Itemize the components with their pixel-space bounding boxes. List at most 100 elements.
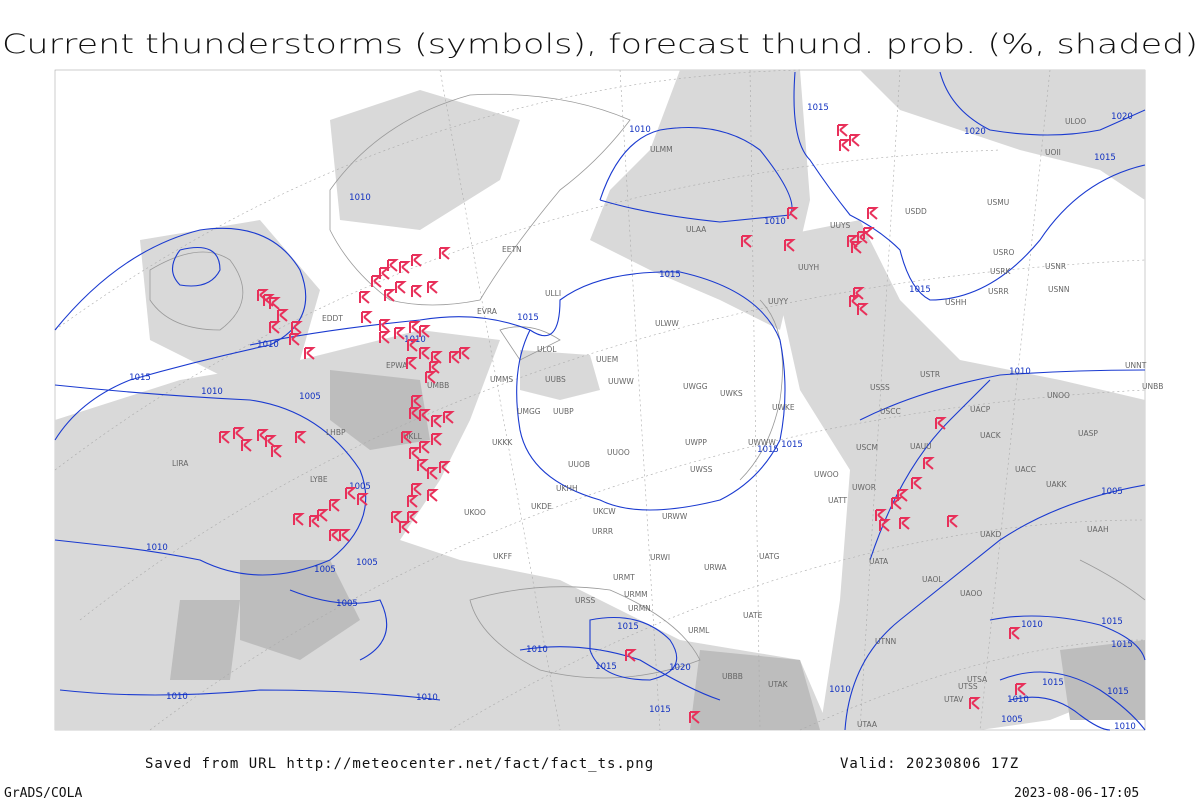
station-code: USCC bbox=[880, 407, 901, 416]
thunderstorm-symbol bbox=[787, 207, 799, 220]
station-code: UACC bbox=[1015, 465, 1036, 474]
station-code: UASP bbox=[1078, 429, 1098, 438]
thunderstorm-symbol bbox=[849, 134, 861, 147]
isobar-label: 1010 bbox=[146, 543, 168, 553]
thunderstorm-symbol bbox=[401, 431, 413, 444]
thunderstorm-symbol bbox=[935, 417, 947, 430]
thunderstorm-symbol bbox=[443, 411, 455, 424]
thunderstorm-symbol bbox=[741, 235, 753, 248]
thunderstorm-symbol bbox=[431, 415, 443, 428]
station-code: URMN bbox=[628, 604, 651, 613]
isobar-label: 1015 bbox=[757, 445, 779, 455]
thunderstorm-symbol bbox=[851, 241, 863, 254]
graticule bbox=[54, 69, 1146, 731]
isobar-label: 1015 bbox=[617, 622, 639, 632]
station-code: UMGG bbox=[517, 407, 541, 416]
isobar-label: 1015 bbox=[781, 440, 803, 450]
station-code: UTAV bbox=[944, 695, 964, 704]
thunderstorm-symbol bbox=[359, 291, 371, 304]
thunderstorm-symbol bbox=[891, 497, 903, 510]
thunderstorm-symbol bbox=[431, 433, 443, 446]
thunderstorm-symbol bbox=[411, 483, 423, 496]
thunderstorm-symbol bbox=[419, 325, 431, 338]
station-code: UAKK bbox=[1046, 480, 1068, 489]
thunderstorm-symbol bbox=[419, 441, 431, 454]
station-code: USNN bbox=[1048, 285, 1069, 294]
isobar-label: 1005 bbox=[314, 565, 336, 575]
station-code: UAKD bbox=[980, 530, 1002, 539]
coastlines bbox=[149, 93, 1146, 679]
station-code: UKLL bbox=[403, 432, 423, 441]
isobar-label: 1015 bbox=[517, 313, 539, 323]
station-code: EDDT bbox=[322, 314, 343, 323]
software: GrADS/COLA bbox=[4, 786, 82, 800]
thunderstorm-symbol bbox=[427, 281, 439, 294]
thunderstorm-symbol bbox=[923, 457, 935, 470]
station-code: UTSA bbox=[967, 675, 988, 684]
isobar-label: 1010 bbox=[1114, 722, 1136, 732]
station-code: UNBB bbox=[1142, 382, 1163, 391]
thunderstorm-symbol bbox=[425, 371, 437, 384]
isobar-label: 1010 bbox=[764, 217, 786, 227]
thunderstorm-symbol bbox=[411, 395, 423, 408]
station-code: UAOO bbox=[960, 589, 982, 598]
station-code: UATG bbox=[759, 552, 780, 561]
station-code: UNOO bbox=[1047, 391, 1070, 400]
station-code: UWPP bbox=[685, 438, 707, 447]
station-code: UMBB bbox=[427, 381, 449, 390]
station-code: USTR bbox=[920, 370, 940, 379]
station-code: UATT bbox=[828, 496, 847, 505]
thunderstorm-symbol bbox=[439, 461, 451, 474]
station-code: EPWA bbox=[386, 361, 408, 370]
thunderstorm-symbol bbox=[295, 431, 307, 444]
thunderstorm-symbol bbox=[857, 303, 869, 316]
thunderstorm-symbol bbox=[269, 321, 281, 334]
isobar-label: 1015 bbox=[595, 662, 617, 672]
isobar-label: 1010 bbox=[349, 193, 371, 203]
station-code: USHH bbox=[945, 298, 967, 307]
station-code: USRR bbox=[988, 287, 1009, 296]
station-code: UUOB bbox=[568, 460, 590, 469]
thunderstorm-symbol bbox=[395, 281, 407, 294]
isobar-label: 1015 bbox=[1111, 640, 1133, 650]
station-code: UATE bbox=[743, 611, 763, 620]
isobar-label: 1005 bbox=[1101, 487, 1123, 497]
station-code: UUYH bbox=[798, 263, 819, 272]
thunderstorm-symbol bbox=[329, 529, 341, 542]
isobar-label: 1015 bbox=[1094, 153, 1116, 163]
thunderstorm-symbol bbox=[379, 331, 391, 344]
thunderstorm-symbol bbox=[384, 289, 396, 302]
thunderstorm-symbol bbox=[863, 227, 875, 240]
station-code: ULAA bbox=[686, 225, 707, 234]
isobar-label: 1005 bbox=[349, 482, 371, 492]
isobar-label: 1020 bbox=[964, 127, 986, 137]
station-code: ULOL bbox=[537, 345, 557, 354]
isobar-label: 1010 bbox=[166, 692, 188, 702]
thunderstorm-symbol bbox=[269, 297, 281, 310]
station-code: EVRA bbox=[477, 307, 498, 316]
valid-time: Valid: 20230806 17Z bbox=[840, 756, 1019, 772]
thunderstorm-symbol bbox=[969, 697, 981, 710]
thunderstorm-symbol bbox=[317, 509, 329, 522]
thunderstorm-symbol bbox=[399, 261, 411, 274]
station-code: UAOL bbox=[922, 575, 943, 584]
thunderstorm-symbol bbox=[625, 649, 637, 662]
station-code: UKKK bbox=[492, 438, 513, 447]
isobar-label: 1010 bbox=[257, 340, 279, 350]
thunderstorm-symbol bbox=[241, 439, 253, 452]
station-code: URWW bbox=[662, 512, 688, 521]
isobar-label: 1005 bbox=[1001, 715, 1023, 725]
station-code: USMU bbox=[987, 198, 1009, 207]
station-code: USRO bbox=[993, 248, 1014, 257]
isobar-label: 1010 bbox=[416, 693, 438, 703]
thunderstorm-symbol bbox=[407, 495, 419, 508]
station-code: UKCW bbox=[593, 507, 616, 516]
isobar-label: 1015 bbox=[1042, 678, 1064, 688]
station-code: UWKS bbox=[720, 389, 743, 398]
station-code: USNR bbox=[1045, 262, 1066, 271]
thunderstorm-symbol bbox=[291, 321, 303, 334]
thunderstorm-symbol bbox=[459, 347, 471, 360]
isobar-label: 1010 bbox=[1009, 367, 1031, 377]
